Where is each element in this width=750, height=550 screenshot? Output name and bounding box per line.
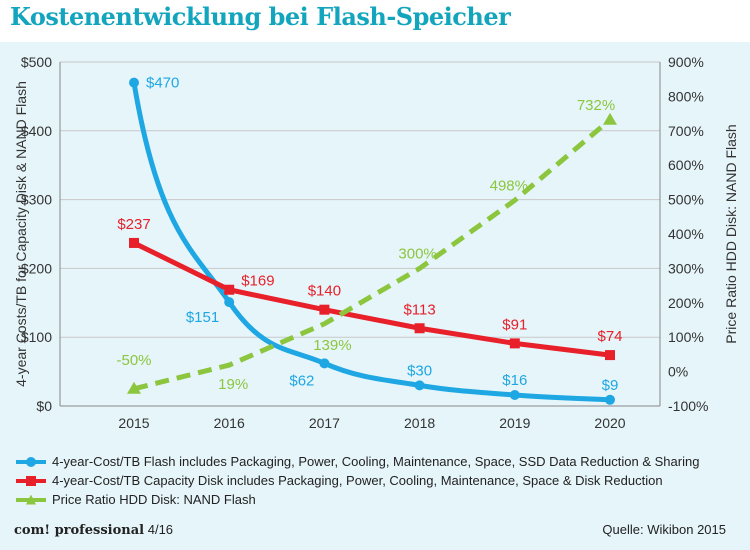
data-label: $169 bbox=[241, 273, 274, 290]
source: Quelle: Wikibon 2015 bbox=[602, 522, 726, 537]
y2-tick-label: 100% bbox=[668, 329, 704, 345]
data-point bbox=[605, 394, 615, 405]
x-tick-label: 2020 bbox=[594, 415, 625, 431]
data-label: -50% bbox=[116, 352, 151, 369]
data-point bbox=[605, 350, 615, 361]
legend-item-disk: 4-year-Cost/TB Capacity Disk includes Pa… bbox=[16, 471, 699, 490]
y-tick-label: $100 bbox=[21, 329, 52, 345]
data-point bbox=[414, 323, 425, 334]
data-label: $151 bbox=[186, 309, 219, 326]
data-label: 19% bbox=[218, 376, 248, 393]
x-tick-label: 2015 bbox=[118, 415, 149, 431]
data-point bbox=[224, 284, 235, 295]
y-tick-label: $400 bbox=[21, 123, 52, 139]
chart-title: Kostenentwicklung bei Flash-Speicher bbox=[10, 2, 511, 31]
publication: com! professional 4/16 bbox=[14, 522, 173, 538]
data-label: 139% bbox=[313, 337, 351, 354]
data-label: 300% bbox=[398, 245, 436, 262]
data-point bbox=[603, 112, 617, 125]
y2-tick-label: 500% bbox=[668, 192, 704, 208]
data-label: $237 bbox=[117, 216, 150, 233]
series-line bbox=[132, 240, 611, 358]
data-point bbox=[319, 304, 330, 315]
data-label: $62 bbox=[289, 372, 314, 389]
data-point bbox=[509, 338, 520, 349]
y2-tick-label: 800% bbox=[668, 88, 704, 104]
data-label: $30 bbox=[407, 362, 432, 379]
y-tick-label: $300 bbox=[21, 192, 52, 208]
y-axis-title: 4-year Costs/TB for Capacity Disk & NAND… bbox=[13, 81, 29, 387]
data-point bbox=[129, 77, 139, 88]
y2-tick-label: 900% bbox=[668, 54, 704, 70]
legend-swatch-flash bbox=[16, 456, 46, 467]
data-label: $140 bbox=[308, 283, 341, 300]
y-tick-label: $200 bbox=[21, 260, 52, 276]
data-point bbox=[224, 297, 235, 308]
series-line bbox=[133, 117, 612, 392]
legend-swatch-ratio bbox=[16, 494, 46, 505]
legend: 4-year-Cost/TB Flash includes Packaging,… bbox=[16, 452, 699, 509]
y2-tick-label: -100% bbox=[668, 398, 708, 414]
data-point bbox=[414, 380, 425, 391]
legend-label: Price Ratio HDD Disk: NAND Flash bbox=[52, 492, 256, 507]
x-tick-label: 2016 bbox=[214, 415, 245, 431]
y2-tick-label: 300% bbox=[668, 260, 704, 276]
data-label: $470 bbox=[146, 75, 179, 92]
y-tick-label: $0 bbox=[36, 398, 52, 414]
y2-tick-label: 700% bbox=[668, 123, 704, 139]
legend-label: 4-year-Cost/TB Capacity Disk includes Pa… bbox=[52, 473, 663, 488]
publication-name: com! professional bbox=[14, 523, 145, 538]
data-label: $9 bbox=[602, 377, 619, 394]
data-label: $91 bbox=[502, 316, 527, 333]
data-label: $74 bbox=[597, 328, 622, 345]
chart-panel bbox=[0, 42, 750, 550]
legend-label: 4-year-Cost/TB Flash includes Packaging,… bbox=[52, 454, 700, 469]
data-point bbox=[509, 389, 520, 400]
series-line bbox=[131, 82, 611, 403]
y2-tick-label: 200% bbox=[668, 295, 704, 311]
data-label: $113 bbox=[403, 301, 435, 318]
x-tick-label: 2019 bbox=[499, 415, 530, 431]
legend-item-flash: 4-year-Cost/TB Flash includes Packaging,… bbox=[16, 452, 699, 471]
data-label: 732% bbox=[577, 97, 615, 114]
y2-tick-label: 400% bbox=[668, 226, 704, 242]
y2-tick-label: 600% bbox=[668, 157, 704, 173]
data-point bbox=[319, 358, 330, 369]
data-point bbox=[127, 381, 141, 394]
legend-item-ratio: Price Ratio HDD Disk: NAND Flash bbox=[16, 490, 699, 509]
y2-tick-label: 0% bbox=[668, 364, 688, 380]
x-tick-label: 2017 bbox=[309, 415, 340, 431]
legend-swatch-disk bbox=[16, 475, 46, 486]
data-label: $16 bbox=[502, 372, 527, 389]
publication-issue: 4/16 bbox=[147, 522, 174, 537]
data-label: 498% bbox=[490, 177, 528, 194]
x-tick-label: 2018 bbox=[404, 415, 435, 431]
data-point bbox=[129, 237, 139, 248]
y2-axis-title: Price Ratio HDD Disk: NAND Flash bbox=[723, 124, 739, 343]
y-tick-label: $500 bbox=[21, 54, 52, 70]
